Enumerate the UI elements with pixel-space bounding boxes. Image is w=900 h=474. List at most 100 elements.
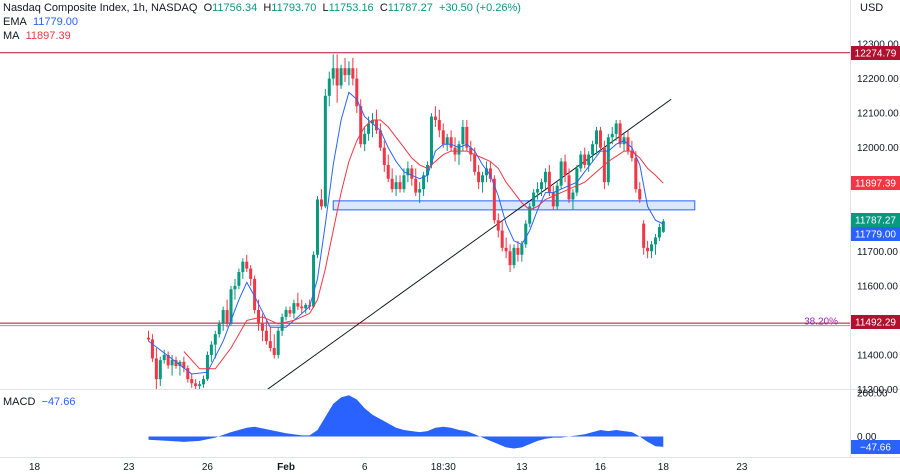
macd-tag-bg [851,440,900,454]
time-tick-label: 23 [736,462,748,473]
candle [288,306,292,317]
candle-body [217,323,221,335]
candle [488,161,492,183]
price-tag-level: 12274.79 [851,46,900,60]
currency-label: USD [860,2,884,14]
candle [618,120,622,148]
candle-body [567,175,571,200]
candle-body [205,354,209,380]
candle-body [532,192,536,207]
candle-body [555,185,559,207]
candle-body [445,137,449,145]
candle [284,306,288,321]
candle [327,71,331,107]
candle [445,133,449,152]
candle [202,375,206,388]
candle [634,151,638,193]
candle-body [355,78,359,107]
candle-body [457,144,461,155]
legend-ma-row[interactable]: MA 11897.39 [3,30,71,42]
price-tick-label: 12000.00 [857,143,899,154]
candle [233,278,237,300]
candle-body [559,161,563,186]
candle-body [524,223,528,245]
candle-body [543,171,547,183]
candle-body [335,68,339,86]
candle-body [367,123,371,134]
price-tag-bg [851,213,900,227]
candle [516,240,520,262]
time-tick-label: 18:30 [431,462,456,473]
candle [473,147,477,176]
candle-body [162,354,166,361]
candle [339,64,343,89]
candle-body [551,192,555,207]
legend-ema-value: 11779.00 [32,16,79,28]
candle-body [618,123,622,145]
candle [650,240,654,259]
candle [606,133,610,186]
candle-body [579,154,583,169]
candle [154,348,158,389]
candle-body [260,323,264,331]
macd-tick-label: 200.00 [857,389,888,400]
candle [213,330,217,359]
candle [469,140,473,162]
candle-body [323,95,327,207]
legend-close-label: C [379,2,388,14]
candle [437,109,441,138]
candle-body [374,120,378,131]
candle-body [469,147,473,155]
candle-body [312,254,316,307]
candle [426,161,430,183]
candle [312,251,316,309]
legend-symbol[interactable]: Nasdaq Composite Index, 1h, NASDAQ [3,2,198,14]
candle-body [221,310,225,324]
macd-pane [148,395,664,449]
price-tag-bg [851,227,900,241]
candle-body [520,244,524,255]
candle-body [178,361,182,367]
price-tag-level: 11492.29 [851,315,900,329]
legend-macd-row[interactable]: MACD −47.66 [3,396,75,408]
candle-body [284,310,288,317]
candle-body [642,223,646,248]
candle [595,126,599,155]
candle [182,356,186,373]
candle [598,126,602,152]
candle [363,126,367,152]
candle-body [477,171,481,183]
candle [536,182,540,200]
price-tick-label: 12300.00 [857,40,899,51]
candle [323,88,327,209]
macd-histogram-area [148,395,664,449]
candle [205,351,209,381]
candle-body [598,130,602,148]
legend-low-label: L [322,2,329,14]
candle-body [292,303,296,314]
candle [422,171,426,197]
candle [268,327,272,352]
candle-body [158,360,162,380]
candle-body [390,178,394,190]
price-tick-label: 11600.00 [857,281,898,292]
candle [272,334,276,359]
candle-body [657,227,661,238]
price-tag-bg [851,46,900,60]
candle [449,130,453,152]
price-tag-label: 11787.27 [855,216,896,227]
candle-body [661,221,665,232]
candle [304,303,308,314]
candle [638,182,642,203]
candle [555,182,559,210]
legend-ema-label: EMA [3,16,27,28]
candle-body [433,116,437,121]
legend-ema-row[interactable]: EMA 11779.00 [3,16,78,28]
candle-body [202,379,206,385]
legend-high: 11793.70 [271,2,317,14]
candle-body [536,189,540,193]
candle-body [587,154,591,165]
candle-body [264,330,268,342]
candle-body [276,330,280,355]
